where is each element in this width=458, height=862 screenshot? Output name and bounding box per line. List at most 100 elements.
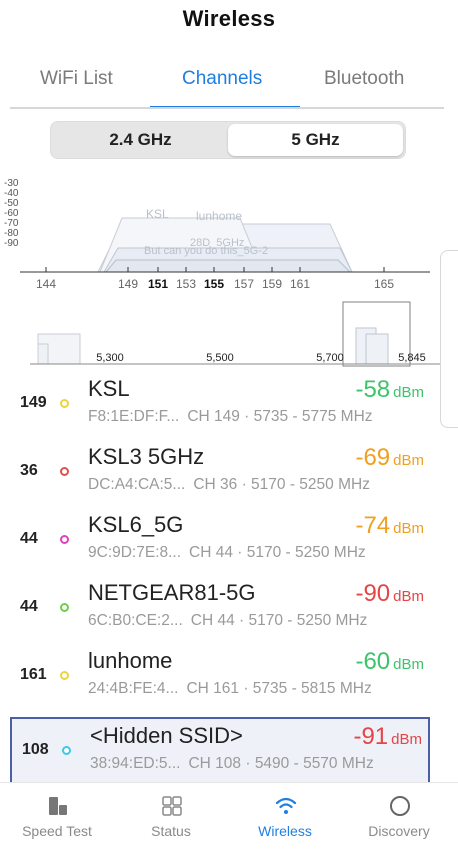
channel-chart: -30 -40 -50 -60 -70 -80 -90 KSL lunhome 28D_5G… [0,172,458,372]
y-tick-label: -70 [4,218,19,229]
speed-test-icon [49,797,67,815]
nav-label: Speed Test [22,823,92,839]
network-channel-info: CH 108 · 5490 - 5570 MHz [188,755,374,772]
discovery-circle-icon [390,796,410,816]
overview-tick-label: 5,300 [96,352,124,364]
signal-strength: -58 dBm [355,376,424,404]
network-channel-info: CH 36 · 5170 - 5250 MHz [193,476,370,493]
network-mac: 9C:9D:7E:8... [88,544,182,561]
tab-wifi-list[interactable]: WiFi List [40,68,113,89]
network-ssid: NETGEAR81-5G [88,580,256,605]
side-scroll-handle[interactable] [440,250,458,428]
network-meta: 9C:9D:7E:8... CH 44 · 5170 - 5250 MHz [88,544,366,562]
channel-number: 44 [20,530,38,547]
overview-tick-label: 5,700 [316,352,344,364]
tab-bluetooth[interactable]: Bluetooth [324,68,405,89]
network-meta: F8:1E:DF:F... CH 149 · 5735 - 5775 MHz [88,408,373,426]
channel-overview: 5,300 5,500 5,700 5,845 [30,301,440,367]
y-tick-label: -40 [4,188,19,199]
signal-value: -90 [355,580,391,607]
signal-unit: dBm [393,588,424,605]
channel-chart-svg: -30-40-50-60-70-80-90 KSL lunhome 28D_5G… [4,178,440,367]
signal-strength: -90 dBm [355,580,424,608]
channel-number: 149 [20,394,47,411]
band-2-4ghz-option[interactable]: 2.4 GHz [109,130,172,149]
network-row[interactable]: 149 KSL F8:1E:DF:F... CH 149 · 5735 - 5775 … [10,372,430,440]
network-mac: 38:94:ED:5... [90,755,181,772]
nav-speed-test[interactable]: Speed Test [0,783,114,862]
chart-network-label: KSL [146,207,169,221]
signal-unit: dBm [393,656,424,673]
network-color-dot [60,603,69,612]
network-mac: F8:1E:DF:F... [88,408,180,425]
x-tick-label: 149 [118,277,138,291]
x-tick-label: 157 [234,277,254,291]
network-meta: DC:A4:CA:5... CH 36 · 5170 - 5250 MHz [88,476,370,494]
channel-number: 161 [20,666,47,683]
network-row[interactable]: 44 NETGEAR81-5G 6C:B0:CE:2... CH 44 · 5170 … [10,576,430,644]
chart-network-label: lunhome [196,209,242,223]
signal-unit: dBm [393,384,424,401]
signal-strength: -91 dBm [353,723,422,751]
overview-block-low-inner [37,343,49,365]
channel-number: 108 [22,741,49,758]
network-row[interactable]: 36 KSL3 5GHz DC:A4:CA:5... CH 36 · 5170 - 5… [10,440,430,508]
network-channel-info: CH 44 · 5170 - 5250 MHz [190,612,368,629]
nav-label: Status [151,823,191,839]
signal-value: -58 [355,376,391,403]
nav-label: Discovery [368,823,430,839]
signal-value: -74 [355,512,391,539]
y-tick-label: -50 [4,198,19,209]
network-row[interactable]: 108 <Hidden SSID> 38:94:ED:5... CH 108 · 54… [10,717,430,785]
nav-discovery[interactable]: Discovery [342,783,456,862]
x-tick-label: 165 [374,277,394,291]
wifi-icon [275,797,297,814]
y-tick-label: -60 [4,208,19,219]
channel-number: 44 [20,598,38,615]
network-color-dot [60,671,69,680]
network-row[interactable]: 161 lunhome 24:4B:FE:4... CH 161 · 5735 - 5… [10,644,430,712]
network-channel-info: CH 149 · 5735 - 5775 MHz [187,408,373,425]
header: Wireless [0,0,458,42]
band-5ghz-option[interactable]: 5 GHz [228,124,403,156]
x-tick-label: 151 [148,277,168,291]
y-tick-label: -30 [4,178,19,189]
tab-bar: WiFi List Channels Bluetooth [0,58,458,110]
network-meta: 6C:B0:CE:2... CH 44 · 5170 - 5250 MHz [88,612,367,630]
signal-value: -69 [355,444,391,471]
tab-divider [10,107,444,109]
chart-network-label: But can you do this_5G-2 [144,245,268,257]
page-title: Wireless [182,6,276,31]
network-shape-but-can-you [104,259,352,273]
network-ssid: KSL [88,376,130,401]
signal-unit: dBm [391,731,422,748]
tab-channels[interactable]: Channels [182,68,263,89]
signal-value: -60 [355,648,391,675]
network-color-dot [60,399,69,408]
x-tick-label: 153 [176,277,196,291]
network-ssid: KSL6_5G [88,512,184,537]
network-meta: 38:94:ED:5... CH 108 · 5490 - 5570 MHz [90,755,374,773]
network-mac: DC:A4:CA:5... [88,476,186,493]
x-tick-label: 159 [262,277,282,291]
network-row[interactable]: 44 KSL6_5G 9C:9D:7E:8... CH 44 · 5170 - 525… [10,508,430,576]
network-channel-info: CH 44 · 5170 - 5250 MHz [189,544,366,561]
network-mac: 6C:B0:CE:2... [88,612,183,629]
x-tick-label: 155 [204,277,224,291]
signal-unit: dBm [393,520,424,537]
signal-value: -91 [353,723,389,750]
network-color-dot [60,467,69,476]
nav-label: Wireless [258,823,312,839]
x-tick-label: 161 [290,277,310,291]
network-ssid: KSL3 5GHz [88,444,205,469]
signal-unit: dBm [393,452,424,469]
bottom-nav: Speed Test Status Wireless Discovery [0,782,458,862]
band-selector: 2.4 GHz 5 GHz [50,121,406,159]
nav-status[interactable]: Status [114,783,228,862]
chart-network-label: 28D_5GHz [190,237,244,249]
network-meta: 24:4B:FE:4... CH 161 · 5735 - 5815 MHz [88,680,372,698]
overview-viewport[interactable] [342,301,411,367]
nav-wireless[interactable]: Wireless [228,783,342,862]
network-channel-info: CH 161 · 5735 - 5815 MHz [186,680,372,697]
overview-tick-label: 5,845 [398,352,426,364]
